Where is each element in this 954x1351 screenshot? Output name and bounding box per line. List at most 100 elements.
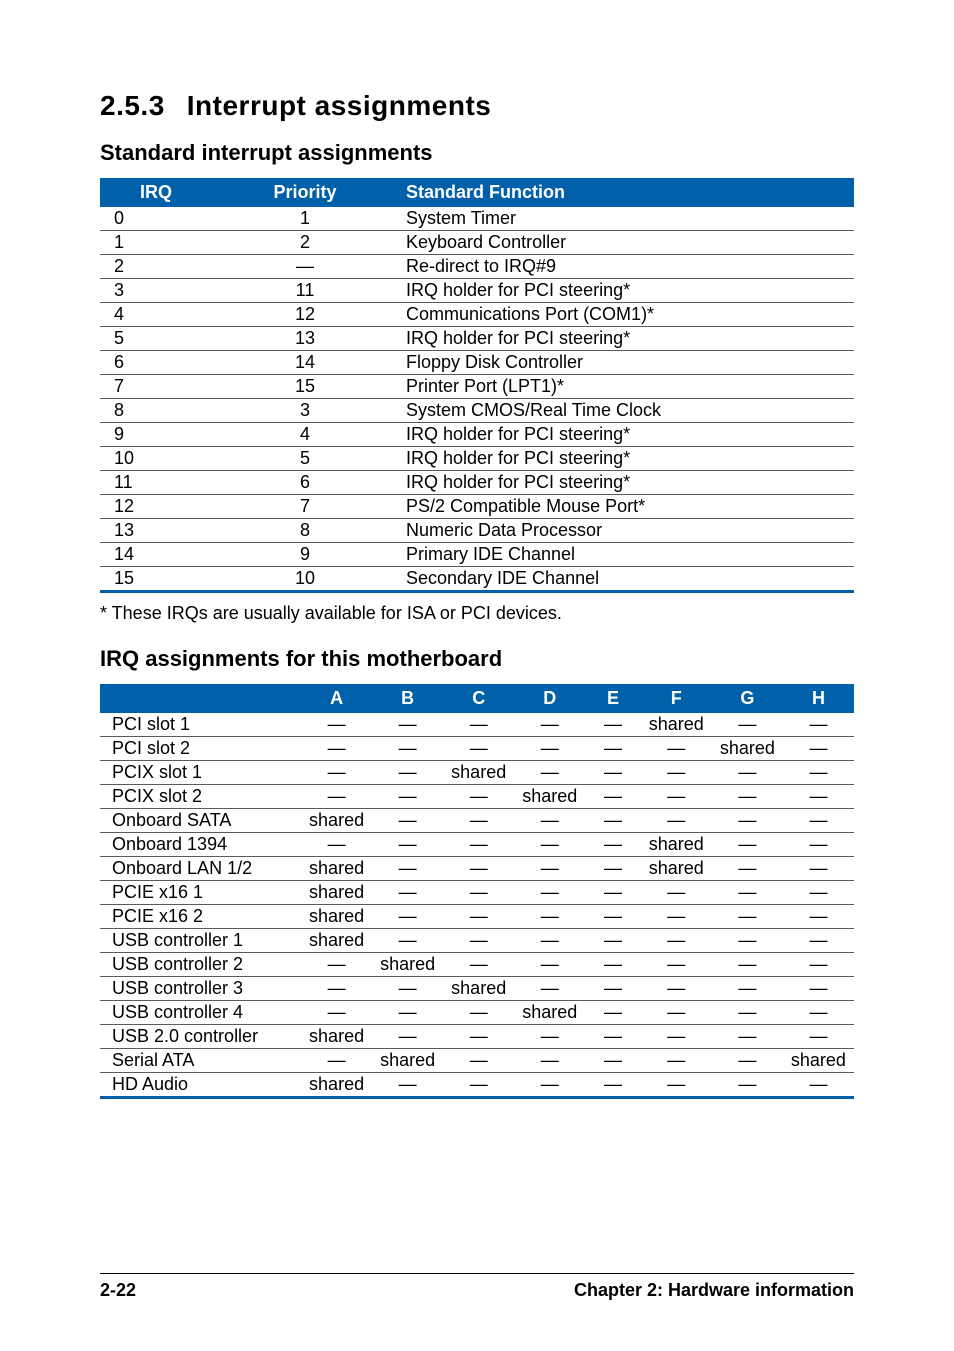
cell-irq-assignment: — (783, 761, 854, 785)
col-header-irq: IRQ (100, 178, 212, 207)
cell-function: Re-direct to IRQ#9 (398, 255, 854, 279)
cell-device-label: Serial ATA (100, 1049, 301, 1073)
cell-irq: 12 (100, 495, 212, 519)
table-row: 12Keyboard Controller (100, 231, 854, 255)
cell-irq-assignment: shared (301, 881, 372, 905)
cell-irq-assignment: — (712, 1025, 783, 1049)
cell-irq-assignment: — (783, 857, 854, 881)
cell-device-label: PCI slot 2 (100, 737, 301, 761)
cell-irq-assignment: — (641, 905, 712, 929)
cell-irq: 6 (100, 351, 212, 375)
cell-irq-assignment: — (783, 833, 854, 857)
cell-priority: — (212, 255, 398, 279)
cell-irq-assignment: — (712, 857, 783, 881)
cell-irq-assignment: — (372, 1025, 443, 1049)
page-footer: 2-22 Chapter 2: Hardware information (100, 1273, 854, 1301)
cell-irq-assignment: — (585, 737, 640, 761)
cell-device-label: PCIX slot 1 (100, 761, 301, 785)
cell-irq-assignment: — (585, 905, 640, 929)
table-row: Onboard SATAshared——————— (100, 809, 854, 833)
table-row: 01System Timer (100, 207, 854, 231)
cell-irq-assignment: — (301, 761, 372, 785)
col-header-b: B (372, 684, 443, 713)
cell-function: PS/2 Compatible Mouse Port* (398, 495, 854, 519)
cell-priority: 10 (212, 567, 398, 592)
col-header-g: G (712, 684, 783, 713)
cell-irq-assignment: — (585, 881, 640, 905)
col-header-a: A (301, 684, 372, 713)
cell-irq-assignment: — (372, 737, 443, 761)
cell-irq-assignment: shared (372, 953, 443, 977)
cell-priority: 11 (212, 279, 398, 303)
col-header-e: E (585, 684, 640, 713)
cell-irq-assignment: — (301, 953, 372, 977)
table-row: HD Audioshared——————— (100, 1073, 854, 1098)
section-heading: 2.5.3Interrupt assignments (100, 90, 854, 122)
cell-irq-assignment: — (783, 1073, 854, 1098)
cell-irq: 15 (100, 567, 212, 592)
cell-irq-assignment: — (514, 1073, 585, 1098)
cell-irq-assignment: — (372, 929, 443, 953)
table-row: 83System CMOS/Real Time Clock (100, 399, 854, 423)
cell-irq-assignment: shared (301, 857, 372, 881)
cell-function: Communications Port (COM1)* (398, 303, 854, 327)
table-row: 138Numeric Data Processor (100, 519, 854, 543)
table-row: PCIX slot 1——shared————— (100, 761, 854, 785)
footer-chapter-title: Chapter 2: Hardware information (574, 1280, 854, 1301)
cell-irq-assignment: — (301, 785, 372, 809)
cell-irq-assignment: — (585, 785, 640, 809)
cell-irq-assignment: — (712, 785, 783, 809)
table-row: PCIE x16 2shared——————— (100, 905, 854, 929)
cell-irq-assignment: — (443, 857, 514, 881)
cell-priority: 14 (212, 351, 398, 375)
motherboard-irq-table: ABCDEFGH PCI slot 1—————shared——PCI slot… (100, 684, 854, 1099)
cell-irq-assignment: — (443, 713, 514, 737)
cell-device-label: USB controller 1 (100, 929, 301, 953)
cell-irq-assignment: — (585, 1073, 640, 1098)
cell-irq-assignment: — (514, 905, 585, 929)
cell-irq-assignment: — (372, 761, 443, 785)
cell-irq-assignment: — (514, 1049, 585, 1073)
cell-device-label: PCIX slot 2 (100, 785, 301, 809)
cell-priority: 3 (212, 399, 398, 423)
cell-irq-assignment: — (641, 929, 712, 953)
cell-priority: 15 (212, 375, 398, 399)
cell-irq-assignment: shared (641, 713, 712, 737)
cell-irq-assignment: — (585, 761, 640, 785)
cell-irq-assignment: — (443, 1025, 514, 1049)
cell-irq-assignment: — (712, 929, 783, 953)
cell-irq-assignment: — (712, 1001, 783, 1025)
cell-irq-assignment: shared (514, 785, 585, 809)
cell-irq-assignment: — (514, 809, 585, 833)
cell-device-label: HD Audio (100, 1073, 301, 1098)
cell-irq-assignment: — (301, 737, 372, 761)
cell-irq-assignment: — (712, 1073, 783, 1098)
cell-irq-assignment: — (301, 833, 372, 857)
cell-irq-assignment: — (372, 1073, 443, 1098)
cell-device-label: PCIE x16 2 (100, 905, 301, 929)
subheading-motherboard: IRQ assignments for this motherboard (100, 646, 854, 672)
cell-irq-assignment: — (585, 833, 640, 857)
cell-irq-assignment: — (783, 713, 854, 737)
table-row: 513IRQ holder for PCI steering* (100, 327, 854, 351)
standard-irq-table: IRQ Priority Standard Function 01System … (100, 178, 854, 593)
cell-function: System Timer (398, 207, 854, 231)
cell-irq-assignment: — (372, 713, 443, 737)
cell-irq-assignment: shared (372, 1049, 443, 1073)
cell-irq-assignment: — (301, 713, 372, 737)
cell-irq-assignment: — (585, 809, 640, 833)
cell-irq-assignment: — (372, 785, 443, 809)
cell-irq-assignment: — (712, 761, 783, 785)
cell-irq-assignment: — (641, 785, 712, 809)
cell-priority: 2 (212, 231, 398, 255)
table-row: 116IRQ holder for PCI steering* (100, 471, 854, 495)
cell-irq-assignment: — (443, 809, 514, 833)
cell-priority: 9 (212, 543, 398, 567)
cell-irq-assignment: shared (301, 929, 372, 953)
cell-irq-assignment: — (712, 713, 783, 737)
cell-irq-assignment: shared (301, 905, 372, 929)
cell-irq: 7 (100, 375, 212, 399)
cell-irq-assignment: — (783, 1025, 854, 1049)
cell-irq-assignment: — (712, 881, 783, 905)
cell-irq-assignment: — (514, 857, 585, 881)
